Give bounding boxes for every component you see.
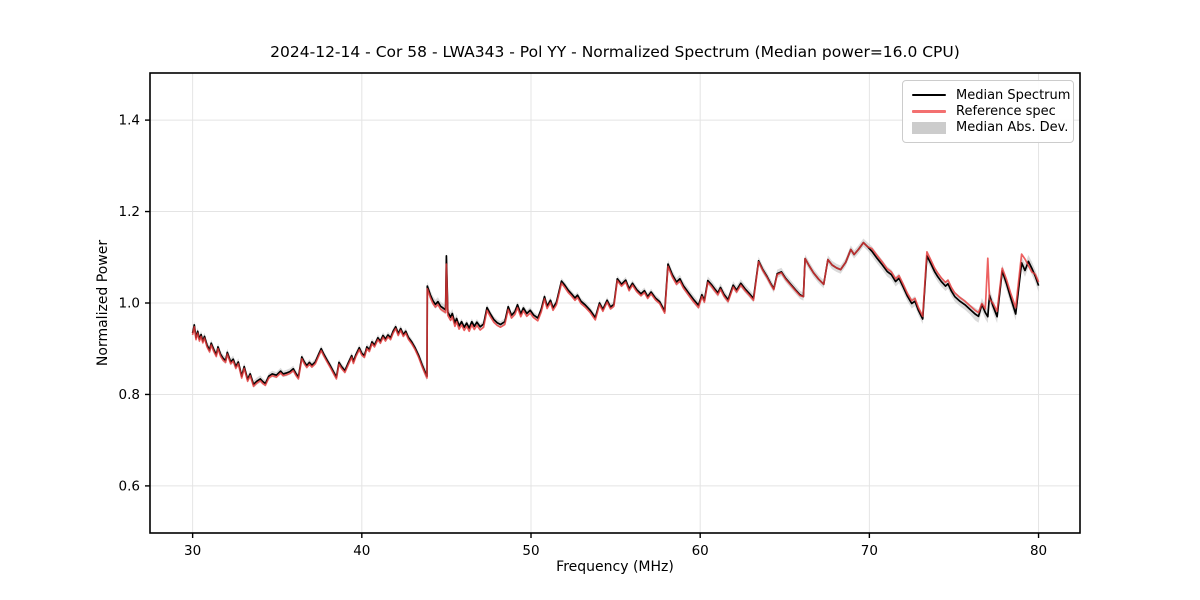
x-tick-label: 70: [861, 543, 878, 559]
legend-label: Median Abs. Dev.: [956, 120, 1069, 136]
legend-item-median-abs-dev: Median Abs. Dev.: [912, 120, 1068, 136]
reference-spec-line: [191, 241, 1040, 388]
x-tick-label: 50: [522, 543, 539, 559]
median-abs-dev-band: [192, 238, 1039, 388]
x-tick-label: 30: [184, 543, 201, 559]
x-tick-label: 60: [692, 543, 709, 559]
chart-title: 2024-12-14 - Cor 58 - LWA343 - Pol YY - …: [270, 43, 960, 61]
y-axis-label: Normalized Power: [95, 239, 111, 367]
legend-label: Median Spectrum: [956, 87, 1071, 103]
y-tick-label: 0.6: [119, 478, 140, 494]
median-spectrum-line: [191, 241, 1040, 386]
median-line-swatch-icon: [912, 93, 947, 97]
y-tick-label: 1.2: [119, 204, 140, 220]
legend-label: Reference spec: [956, 103, 1056, 119]
mad-patch-swatch-icon: [912, 121, 947, 134]
legend: Median Spectrum Reference spec Median Ab…: [902, 80, 1074, 143]
y-tick-label: 1.4: [119, 113, 140, 129]
x-tick-label: 80: [1030, 543, 1047, 559]
x-tick-label: 40: [353, 543, 370, 559]
reference-line-swatch-icon: [912, 110, 947, 113]
x-axis-label: Frequency (MHz): [556, 559, 674, 575]
y-tick-label: 1.0: [119, 296, 140, 312]
legend-item-median-spectrum: Median Spectrum: [912, 87, 1070, 103]
y-tick-label: 0.8: [119, 387, 140, 403]
legend-item-reference-spec: Reference spec: [912, 103, 1064, 119]
